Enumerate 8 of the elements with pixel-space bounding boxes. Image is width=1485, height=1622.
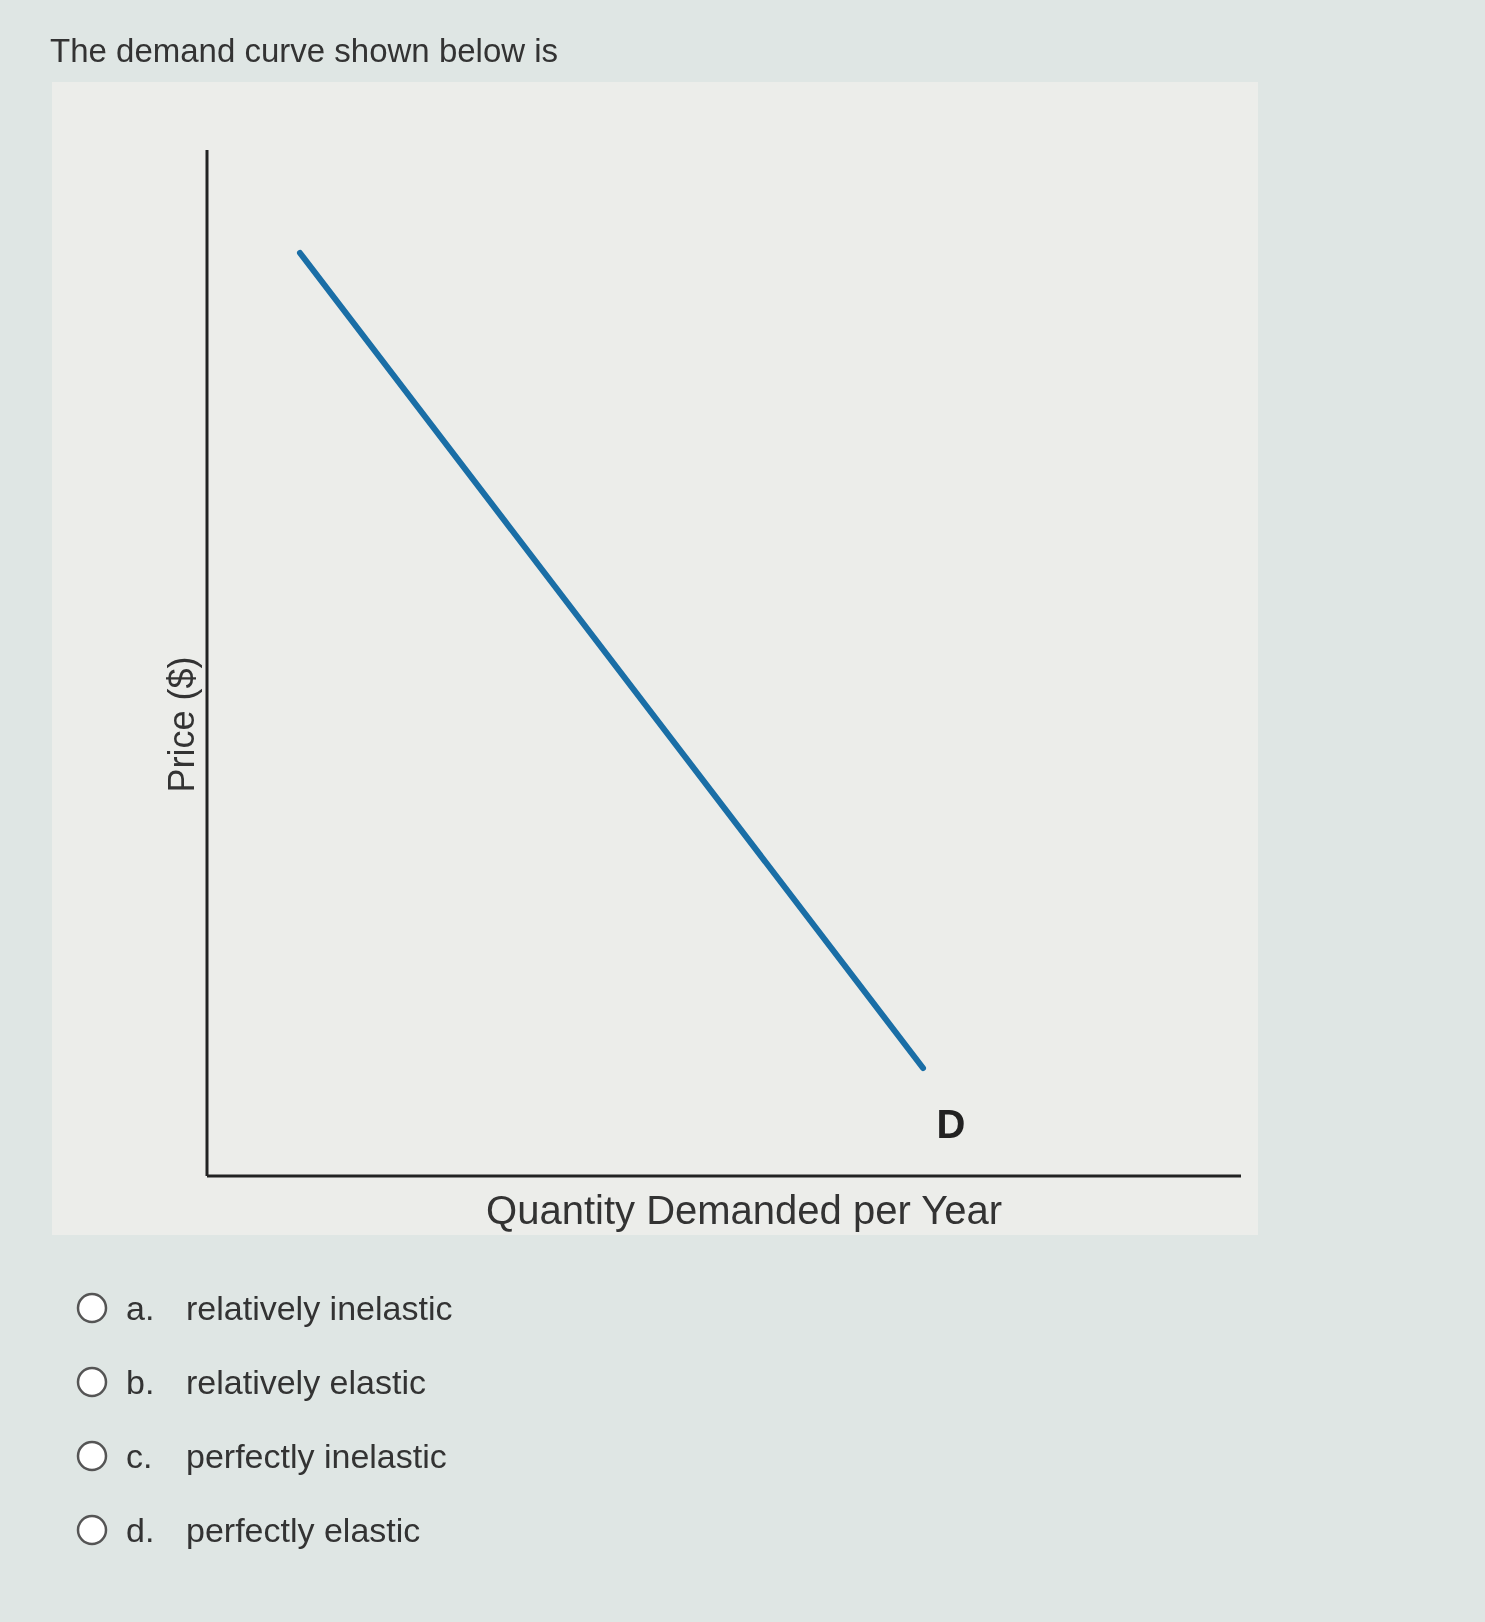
text: c. perfectly inelastic	[126, 1437, 447, 1475]
x-axis-title: Quantity Demanded per Year	[486, 1188, 1002, 1232]
chart-title: The demand curve shown below is	[50, 32, 559, 69]
y-axis-title: Price ($)	[161, 656, 202, 793]
annotation: D	[936, 1102, 966, 1147]
text: b. relatively elastic	[126, 1363, 426, 1401]
text: d. perfectly elastic	[126, 1511, 421, 1549]
text: a. relatively inelastic	[126, 1289, 453, 1327]
